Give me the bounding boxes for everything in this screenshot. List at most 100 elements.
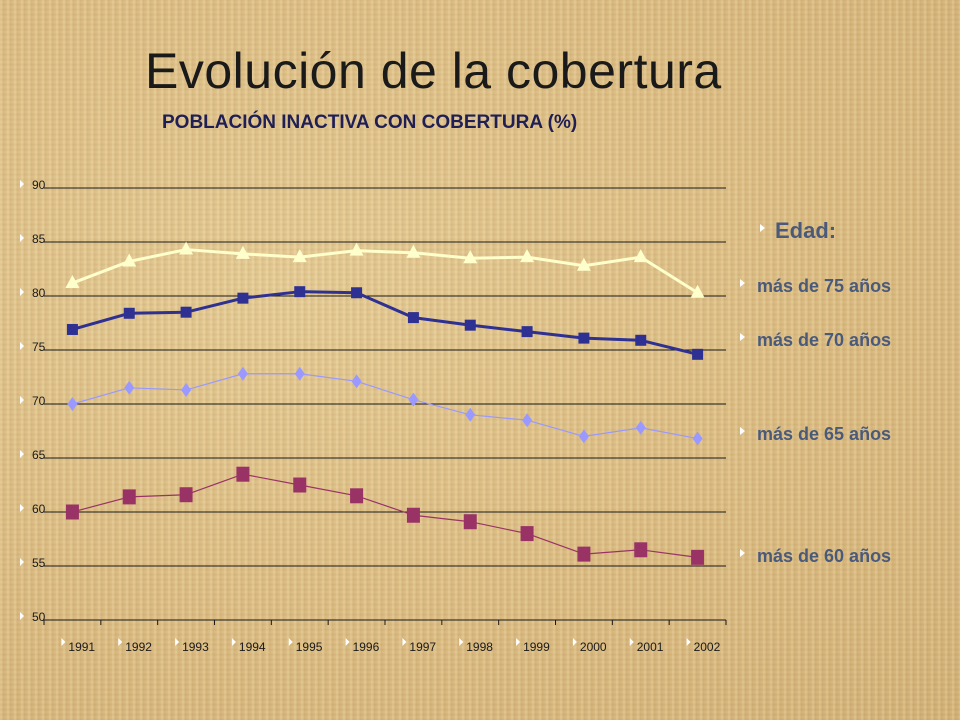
data-point-70 — [407, 312, 419, 324]
data-point-75 — [576, 257, 591, 271]
bullet-icon — [740, 427, 745, 436]
bullet-icon — [760, 224, 765, 233]
data-point-65 — [67, 397, 78, 411]
data-point-75 — [633, 249, 648, 263]
data-point-70 — [294, 286, 306, 298]
data-point-65 — [237, 366, 248, 381]
legend-item-60: más de 60 años — [740, 546, 891, 567]
y-tick-label: 50 — [32, 610, 46, 624]
x-tick-label: 1994 — [239, 640, 266, 654]
legend-item-75: más de 75 años — [740, 276, 891, 297]
x-tick-label: 1995 — [296, 640, 323, 654]
data-point-70 — [464, 319, 476, 331]
data-point-70 — [578, 332, 590, 344]
data-point-60 — [691, 549, 705, 565]
data-point-60 — [350, 488, 364, 504]
data-point-65 — [692, 431, 703, 446]
bullet-icon — [20, 612, 24, 620]
x-tick-label: 2002 — [694, 640, 721, 654]
legend-title: Edad: — [760, 218, 836, 244]
y-tick-label: 55 — [32, 556, 46, 570]
data-point-60 — [520, 526, 534, 542]
y-tick-label: 85 — [32, 232, 46, 246]
bullet-icon — [61, 638, 66, 646]
data-point-75 — [463, 250, 478, 264]
data-point-65 — [408, 392, 419, 407]
data-point-65 — [578, 429, 589, 444]
bullet-icon — [20, 558, 24, 566]
y-tick-label: 60 — [32, 502, 46, 516]
data-point-60 — [463, 514, 477, 530]
x-tick-label: 2001 — [637, 640, 664, 654]
data-point-60 — [293, 477, 307, 493]
bullet-icon — [20, 288, 24, 296]
chart-title: POBLACIÓN INACTIVA CON COBERTURA (%) — [162, 112, 578, 133]
bullet-icon — [118, 638, 123, 646]
data-point-75 — [235, 245, 250, 259]
page-title: Evolución de la cobertura — [145, 43, 722, 99]
data-point-60 — [122, 489, 136, 505]
bullet-icon — [572, 638, 577, 646]
bullet-icon — [516, 638, 521, 646]
x-tick-label: 1993 — [182, 640, 209, 654]
bullet-icon — [20, 234, 24, 242]
legend-item-70: más de 70 años — [740, 330, 891, 351]
data-point-65 — [635, 420, 646, 435]
data-point-75 — [122, 253, 137, 267]
data-point-70 — [123, 307, 135, 319]
x-tick-label: 2000 — [580, 640, 607, 654]
data-point-70 — [521, 326, 533, 338]
bullet-icon — [20, 180, 24, 188]
data-point-75 — [65, 275, 80, 289]
legend-item-65: más de 65 años — [740, 424, 891, 445]
bullet-icon — [740, 549, 745, 558]
x-tick-label: 1996 — [353, 640, 380, 654]
data-point-60 — [634, 542, 648, 558]
y-tick-label: 70 — [32, 394, 46, 408]
data-point-65 — [294, 366, 305, 381]
bullet-icon — [20, 342, 24, 350]
y-tick-label: 75 — [32, 340, 46, 354]
bullet-icon — [175, 638, 180, 646]
data-point-70 — [180, 306, 192, 318]
y-tick-label: 80 — [32, 286, 46, 300]
bullet-icon — [345, 638, 350, 646]
data-point-65 — [522, 413, 533, 428]
data-point-75 — [292, 249, 307, 263]
data-point-65 — [181, 382, 192, 397]
bullet-icon — [629, 638, 634, 646]
data-point-65 — [124, 380, 135, 395]
data-point-65 — [351, 374, 362, 389]
data-point-75 — [349, 242, 364, 256]
bullet-icon — [20, 450, 24, 458]
bullet-icon — [288, 638, 293, 646]
data-point-75 — [520, 249, 535, 263]
y-tick-label: 65 — [32, 448, 46, 462]
series-line-65 — [72, 373, 698, 440]
data-point-60 — [406, 507, 420, 523]
x-tick-label: 1992 — [125, 640, 152, 654]
bullet-icon — [740, 333, 745, 342]
series-line-75 — [71, 248, 699, 295]
data-point-60 — [179, 487, 193, 503]
data-point-70 — [66, 323, 78, 335]
data-point-70 — [692, 348, 704, 360]
x-tick-label: 1999 — [523, 640, 550, 654]
data-point-60 — [236, 466, 250, 482]
data-point-70 — [635, 334, 647, 346]
data-point-60 — [577, 546, 591, 562]
data-point-75 — [690, 284, 705, 298]
data-point-65 — [465, 407, 476, 422]
bullet-icon — [20, 396, 24, 404]
x-tick-label: 1991 — [68, 640, 95, 654]
series-line-60 — [72, 473, 698, 558]
data-point-70 — [351, 287, 363, 299]
y-tick-label: 90 — [32, 178, 46, 192]
x-tick-label: 1998 — [466, 640, 493, 654]
data-point-70 — [237, 292, 249, 304]
data-point-75 — [179, 241, 194, 255]
data-point-60 — [65, 504, 79, 520]
series-line-70 — [72, 290, 698, 356]
bullet-icon — [740, 279, 745, 288]
